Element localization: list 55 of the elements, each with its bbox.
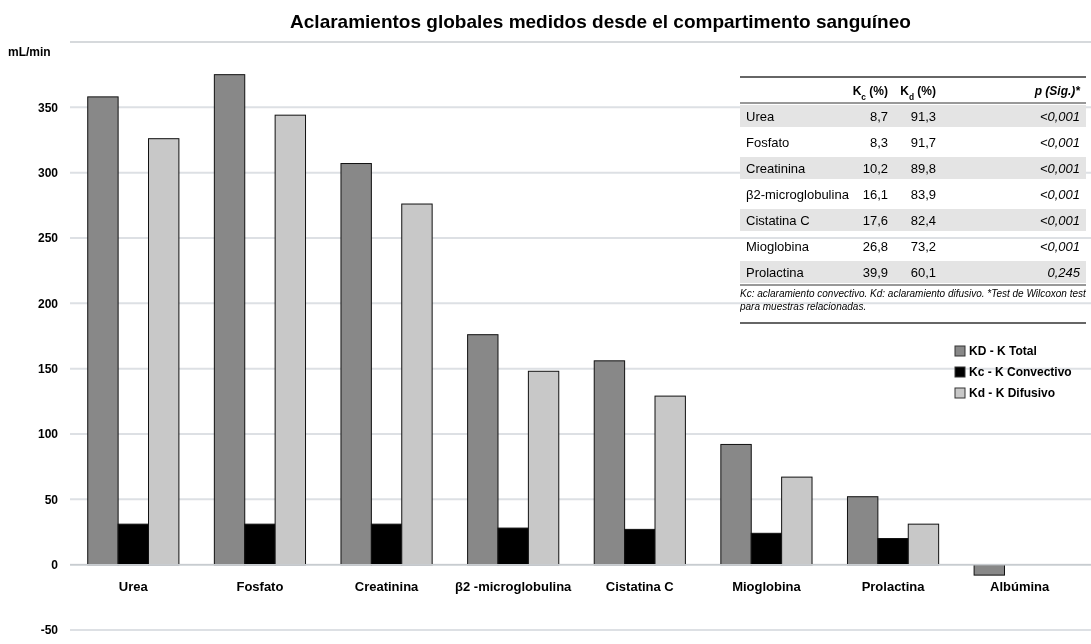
y-tick-label: 150 — [37, 361, 59, 376]
annotation: 82,4 — [910, 213, 936, 228]
annotation: K$_{c}$ (%) — [852, 84, 888, 102]
x-tick-label: Prolactina — [861, 578, 926, 594]
annotation: p (Sig.)* — [1033, 84, 1082, 98]
annotation: Fosfato — [746, 135, 790, 150]
annotation: <0,001 — [1039, 187, 1080, 202]
annotation: 17,6 — [862, 213, 888, 228]
annotation: <0,001 — [1039, 135, 1080, 150]
annotation: <0,001 — [1039, 239, 1080, 254]
annotation: 0,245 — [1047, 265, 1081, 280]
annotation: 91,7 — [910, 135, 936, 150]
annotation: <0,001 — [1039, 109, 1080, 124]
bar — [973, 564, 1005, 576]
annotation: 26,8 — [862, 239, 888, 254]
y-tick-label: -50 — [40, 623, 59, 638]
x-tick-label: Albúmina — [990, 578, 1051, 594]
legend-label: Kc - K Convectivo — [969, 365, 1072, 379]
y-tick-label: 250 — [37, 231, 59, 246]
annotation: Creatinina — [746, 161, 807, 176]
x-tick-label: Urea — [118, 578, 149, 594]
annotation: 60,1 — [910, 265, 936, 280]
y-tick-label: 200 — [37, 296, 59, 311]
annotation: Mioglobina — [746, 239, 810, 254]
y-tick-label: 350 — [37, 100, 59, 115]
y-tick-label: 100 — [37, 427, 59, 442]
annotation: 73,2 — [910, 239, 936, 254]
annotation: Kc: aclaramiento convectivo. Kd: aclaramiento difusivo. *Test de Wilcoxon test para muestras relacionadas. — [740, 287, 1086, 313]
annotation: <0,001 — [1039, 213, 1080, 228]
annotation: 10,2 — [862, 161, 888, 176]
annotation: Cistatina C — [746, 213, 810, 228]
legend-label: KD - K Total — [969, 344, 1037, 358]
annotation: 83,9 — [910, 187, 936, 202]
legend-label: Kd - K Difusivo — [969, 386, 1055, 400]
x-tick-label: β2 -microglobulina — [455, 578, 573, 594]
y-tick-label: 0 — [51, 557, 59, 572]
annotation: β2-microglobulina — [746, 187, 850, 202]
annotation: K$_{d}$ (%) — [900, 84, 936, 102]
x-tick-label: Fosfato — [236, 578, 284, 594]
annotation: 8,3 — [869, 135, 888, 150]
y-tick-label: 300 — [37, 165, 59, 180]
annotation: Prolactina — [746, 265, 805, 280]
x-tick-label: Mioglobina — [732, 578, 802, 594]
y-tick-label: 50 — [44, 492, 59, 507]
annotation: 89,8 — [910, 161, 936, 176]
annotation: 39,9 — [862, 265, 888, 280]
x-tick-label: Creatinina — [354, 578, 420, 594]
chart-title: Aclaramientos globales medidos desde el compartimento sanguíneo — [290, 11, 911, 32]
annotation: 8,7 — [869, 109, 888, 124]
annotation: 91,3 — [910, 109, 936, 124]
annotation: <0,001 — [1039, 161, 1080, 176]
y-axis-title: mL/min — [8, 45, 51, 59]
annotation: Urea — [746, 109, 775, 124]
x-tick-label: Cistatina C — [605, 578, 675, 594]
annotation: 16,1 — [862, 187, 888, 202]
